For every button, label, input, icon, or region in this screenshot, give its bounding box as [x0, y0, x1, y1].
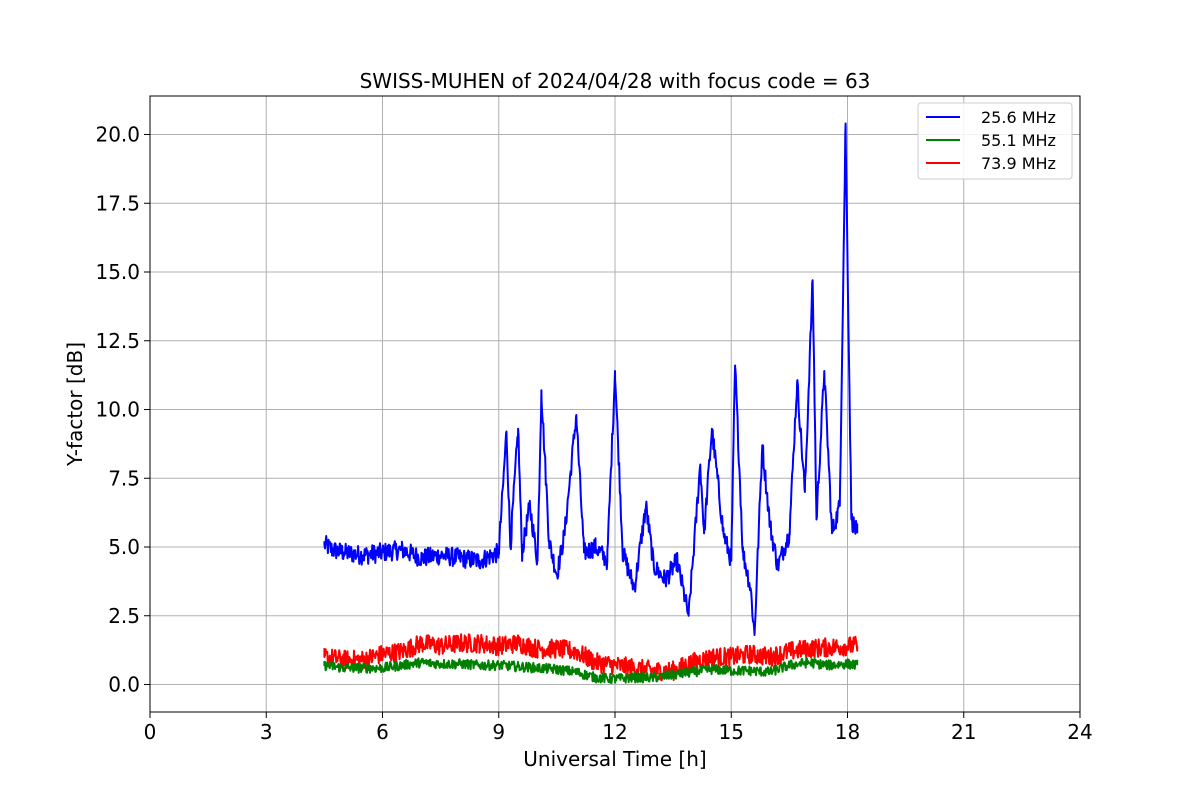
legend: 25.6 MHz 55.1 MHz 73.9 MHz	[917, 102, 1073, 180]
y-axis-title: Y-factor [dB]	[63, 342, 87, 467]
x-tick-label: 0	[144, 720, 157, 744]
legend-box	[917, 102, 1073, 180]
series-25-6-mhz-group	[323, 122, 859, 636]
legend-label: 55.1 MHz	[981, 131, 1056, 150]
x-tick-label: 18	[835, 720, 860, 744]
x-tick-label: 3	[260, 720, 273, 744]
y-tick-label: 12.5	[95, 329, 140, 353]
x-tick-label: 6	[376, 720, 389, 744]
series-line	[323, 657, 859, 684]
y-tick-label: 2.5	[108, 604, 140, 628]
x-tick-label: 12	[602, 720, 627, 744]
series-55-1-mhz-group	[323, 657, 859, 684]
x-axis-title: Universal Time [h]	[523, 747, 706, 771]
series-line	[323, 122, 859, 636]
y-tick-label: 15.0	[95, 260, 140, 284]
legend-label: 73.9 MHz	[981, 154, 1056, 173]
series-layer	[323, 122, 859, 684]
y-tick-label: 17.5	[95, 191, 140, 215]
chart-title: SWISS-MUHEN of 2024/04/28 with focus cod…	[360, 69, 871, 93]
series-line	[323, 633, 859, 682]
ticks: 0 3 6 9 12 15 18 21 24 0.0 2.5 5.0 7.5 10.0 12.5 15.0 17…	[95, 123, 1092, 745]
x-tick-label: 9	[492, 720, 505, 744]
y-tick-label: 5.0	[108, 535, 140, 559]
y-tick-label: 10.0	[95, 398, 140, 422]
x-tick-label: 24	[1067, 720, 1092, 744]
x-tick-label: 15	[719, 720, 744, 744]
y-tick-label: 20.0	[95, 123, 140, 147]
x-tick-label: 21	[951, 720, 976, 744]
y-tick-label: 0.0	[108, 673, 140, 697]
series-73-9-mhz-group	[323, 633, 859, 682]
legend-label: 25.6 MHz	[981, 108, 1056, 127]
y-tick-label: 7.5	[108, 466, 140, 490]
grid	[149, 96, 1081, 712]
